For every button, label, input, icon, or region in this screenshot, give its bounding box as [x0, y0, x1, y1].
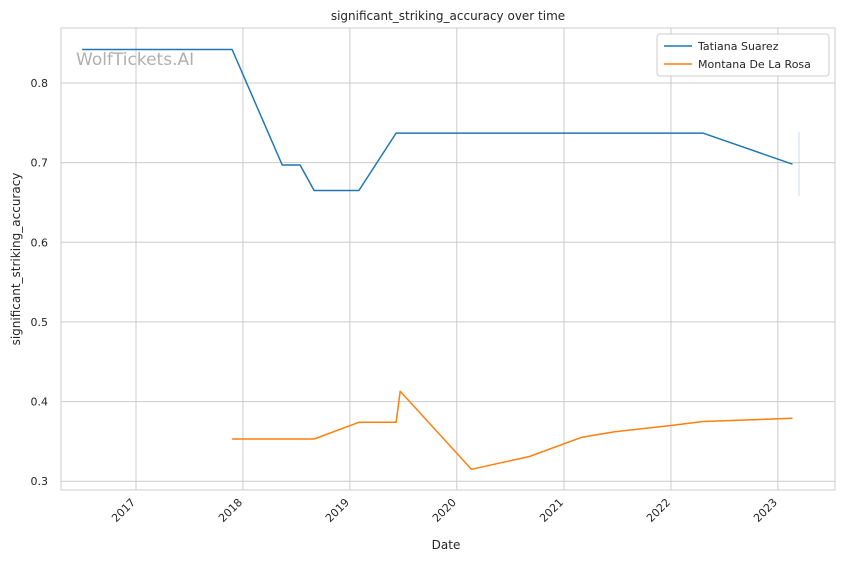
chart-title: significant_striking_accuracy over time [331, 9, 565, 23]
x-tick-label: 2018 [216, 496, 245, 525]
series-lines [82, 48, 793, 471]
x-tick-label: 2021 [537, 496, 566, 525]
series-line-tatiana-suarez [82, 48, 793, 192]
x-tick-label: 2020 [430, 496, 459, 525]
y-gridlines [61, 82, 835, 482]
x-tick-label: 2023 [751, 496, 780, 525]
y-tick-label: 0.4 [31, 396, 49, 409]
x-gridlines [135, 28, 779, 490]
x-tick-labels: 2017 2018 2019 2020 2021 2022 2023 [109, 496, 780, 525]
watermark: WolfTickets.AI [76, 50, 194, 70]
legend-label-tatiana-suarez: Tatiana Suarez [697, 40, 779, 53]
y-tick-label: 0.7 [31, 157, 49, 170]
y-tick-label: 0.5 [31, 316, 49, 329]
x-tick-label: 2022 [644, 496, 673, 525]
y-tick-label: 0.8 [31, 77, 49, 90]
plot-area [61, 28, 835, 490]
y-tick-labels: 0.3 0.4 0.5 0.6 0.7 0.8 [31, 77, 49, 488]
plot-frame [60, 27, 836, 491]
y-axis-title: significant_striking_accuracy [9, 173, 23, 346]
legend: Tatiana Suarez Montana De La Rosa [656, 33, 830, 77]
y-tick-label: 0.3 [31, 475, 49, 488]
x-tick-label: 2019 [323, 496, 352, 525]
series-line-montana-de-la-rosa [232, 390, 793, 471]
legend-box [656, 33, 830, 77]
x-axis-title: Date [432, 538, 461, 552]
legend-label-montana-de-la-rosa: Montana De La Rosa [698, 58, 811, 71]
x-tick-label: 2017 [109, 496, 138, 525]
y-tick-label: 0.6 [31, 236, 49, 249]
